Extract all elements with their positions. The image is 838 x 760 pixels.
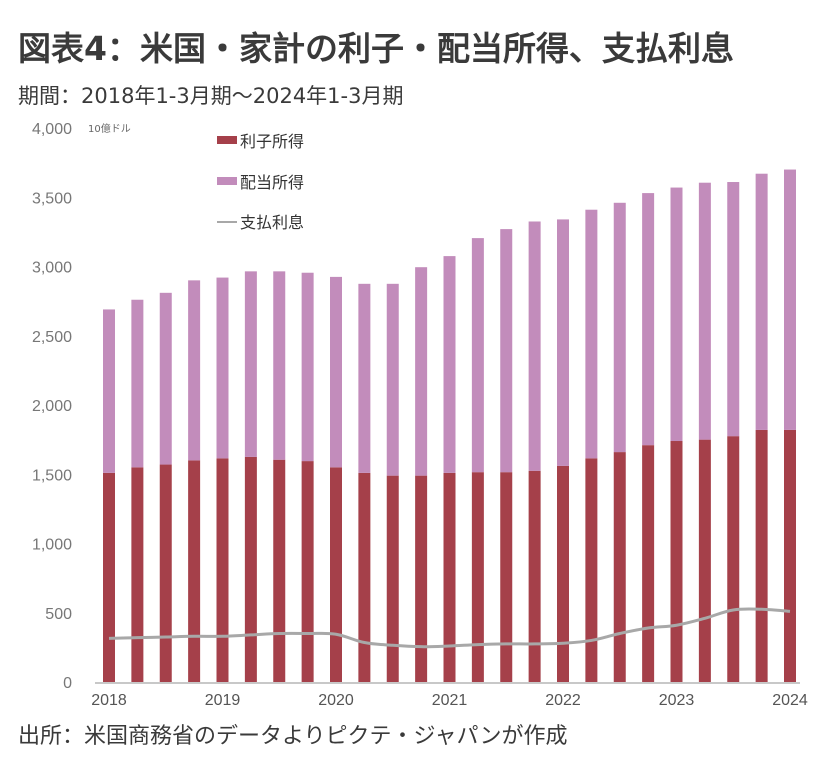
bar-interest-income bbox=[528, 470, 541, 682]
bar-dividend-income bbox=[273, 271, 286, 460]
bar-interest-income bbox=[216, 458, 229, 682]
unit-label: 10億ドル bbox=[88, 122, 131, 135]
legend-swatch-interest bbox=[217, 136, 237, 144]
bar-dividend-income bbox=[528, 221, 541, 471]
bar-dividend-income bbox=[500, 229, 513, 473]
bar-interest-income bbox=[500, 472, 513, 682]
x-tick-label: 2022 bbox=[545, 692, 581, 709]
bar-dividend-income bbox=[103, 309, 115, 473]
y-tick-label: 3,000 bbox=[32, 260, 72, 277]
x-tick-label: 2024 bbox=[772, 692, 808, 709]
y-tick-label: 500 bbox=[45, 606, 72, 623]
bar-interest-income bbox=[386, 475, 399, 682]
bar-interest-income bbox=[301, 461, 314, 682]
bar-interest-income bbox=[670, 441, 683, 682]
chart-title: 図表4：米国・家計の利子・配当所得、支払利息 bbox=[18, 29, 734, 68]
bar-interest-income bbox=[103, 472, 115, 682]
bar-interest-income bbox=[188, 460, 201, 682]
y-axis: 0 500 1,000 1,500 2,000 2,500 3,000 3,500 4,000 bbox=[32, 121, 72, 692]
bar-dividend-income bbox=[301, 272, 314, 462]
bar-dividend-income bbox=[585, 209, 598, 459]
bar-dividend-income bbox=[216, 277, 229, 459]
bar-interest-income bbox=[613, 452, 626, 682]
x-tick-label: 2018 bbox=[91, 692, 127, 709]
legend: 利子所得 配当所得 支払利息 bbox=[217, 132, 304, 232]
chart-area: 05001,0001,5002,0002,5003,0003,5004,000 … bbox=[32, 121, 808, 709]
bar-interest-income bbox=[159, 464, 172, 682]
x-tick-label: 2023 bbox=[659, 692, 695, 709]
y-tick-label: 4,000 bbox=[32, 121, 72, 138]
bar-dividend-income bbox=[642, 193, 655, 446]
bar-dividend-income bbox=[784, 169, 796, 430]
source-note: 出所：米国商務省のデータよりピクテ・ジャパンが作成 bbox=[18, 724, 568, 749]
bar-dividend-income bbox=[386, 283, 399, 476]
bar-interest-income bbox=[131, 467, 144, 682]
bar-interest-income bbox=[244, 456, 257, 682]
bar-dividend-income bbox=[188, 280, 201, 461]
bar-interest-income bbox=[443, 472, 456, 682]
bar-dividend-income bbox=[358, 283, 371, 473]
legend-label-dividend: 配当所得 bbox=[240, 173, 304, 192]
bar-interest-income bbox=[642, 445, 655, 682]
bar-interest-income bbox=[273, 459, 286, 682]
bar-dividend-income bbox=[613, 202, 626, 453]
chart-subtitle: 期間：2018年1-3月期～2024年1-3月期 bbox=[18, 84, 404, 108]
bar-dividend-income bbox=[415, 267, 428, 476]
series-line-支払利息 bbox=[108, 607, 791, 649]
x-tick-label: 2021 bbox=[432, 692, 468, 709]
bar-interest-income bbox=[755, 429, 768, 682]
bar-dividend-income bbox=[471, 238, 484, 473]
bar-dividend-income bbox=[698, 182, 711, 440]
y-tick-label: 1,000 bbox=[32, 537, 72, 554]
legend-label-interest: 利子所得 bbox=[240, 132, 304, 151]
bar-dividend-income bbox=[727, 182, 740, 437]
y-tick-label: 2,000 bbox=[32, 398, 72, 415]
legend-label-interest-paid: 支払利息 bbox=[240, 213, 304, 232]
bar-interest-income bbox=[727, 436, 740, 682]
y-tick-label: 0 bbox=[63, 675, 72, 692]
x-tick-label: 2019 bbox=[205, 692, 241, 709]
legend-swatch-interest-paid bbox=[217, 221, 237, 223]
bar-dividend-income bbox=[755, 173, 768, 430]
bars bbox=[103, 169, 796, 682]
bar-interest-income bbox=[698, 439, 711, 682]
x-axis: 2018 2019 2020 2021 2022 2023 2024 bbox=[91, 692, 808, 709]
bar-interest-income bbox=[330, 467, 342, 682]
bar-dividend-income bbox=[330, 276, 342, 468]
bar-dividend-income bbox=[557, 219, 569, 466]
bar-interest-income bbox=[471, 472, 484, 682]
y-tick-label: 2,500 bbox=[32, 329, 72, 346]
bar-interest-income bbox=[557, 465, 569, 682]
y-tick-label: 1,500 bbox=[32, 467, 72, 484]
bar-dividend-income bbox=[670, 187, 683, 442]
bar-interest-income bbox=[784, 429, 796, 682]
legend-swatch-dividend bbox=[217, 177, 237, 185]
x-tick-label: 2020 bbox=[318, 692, 354, 709]
bar-interest-income bbox=[358, 472, 371, 682]
bar-dividend-income bbox=[244, 271, 257, 457]
bar-interest-income bbox=[585, 458, 598, 682]
y-tick-label: 3,500 bbox=[32, 190, 72, 207]
bar-interest-income bbox=[415, 475, 428, 682]
bar-dividend-income bbox=[159, 292, 172, 465]
bar-dividend-income bbox=[443, 256, 456, 473]
bar-dividend-income bbox=[131, 299, 144, 468]
